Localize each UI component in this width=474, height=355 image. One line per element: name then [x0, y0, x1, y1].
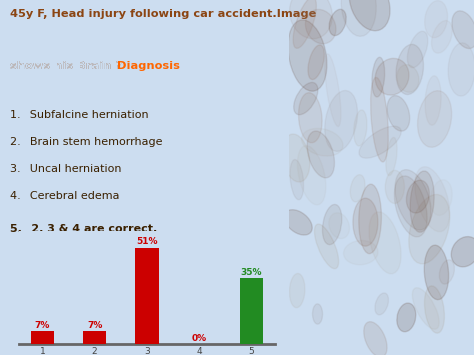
Ellipse shape: [395, 170, 431, 230]
Ellipse shape: [406, 180, 429, 213]
Text: 4.  Cerebral edema: 4. Cerebral edema: [10, 191, 120, 201]
Ellipse shape: [425, 1, 447, 38]
Ellipse shape: [387, 95, 410, 131]
Ellipse shape: [341, 0, 376, 36]
Ellipse shape: [307, 131, 335, 178]
Ellipse shape: [415, 167, 450, 232]
Ellipse shape: [290, 273, 305, 308]
Ellipse shape: [397, 303, 416, 332]
Bar: [83, 331, 107, 344]
Ellipse shape: [359, 184, 382, 254]
Text: 5.  2, 3 & 4 are correct.: 5. 2, 3 & 4 are correct.: [10, 224, 158, 234]
Text: shows his Brain ?: shows his Brain ?: [10, 61, 126, 71]
Ellipse shape: [439, 260, 455, 284]
Ellipse shape: [344, 241, 378, 265]
Ellipse shape: [354, 110, 367, 146]
Ellipse shape: [294, 82, 318, 115]
Ellipse shape: [375, 58, 409, 95]
Ellipse shape: [359, 126, 401, 158]
Ellipse shape: [375, 293, 389, 315]
Ellipse shape: [425, 76, 441, 125]
Ellipse shape: [288, 20, 327, 91]
Bar: [135, 248, 159, 344]
Ellipse shape: [322, 204, 342, 245]
Ellipse shape: [451, 236, 474, 267]
Ellipse shape: [369, 212, 401, 274]
Ellipse shape: [394, 176, 427, 237]
Ellipse shape: [448, 43, 474, 96]
Ellipse shape: [424, 245, 448, 300]
Ellipse shape: [314, 224, 338, 269]
Ellipse shape: [386, 137, 397, 175]
Text: 1.  Subfalcine herniation: 1. Subfalcine herniation: [10, 110, 149, 120]
Text: Diagnosis: Diagnosis: [117, 61, 180, 71]
Text: shows his Brain ?: shows his Brain ?: [10, 61, 126, 71]
Bar: [31, 331, 54, 344]
Text: 7%: 7%: [87, 321, 102, 329]
Ellipse shape: [290, 0, 332, 39]
Ellipse shape: [329, 9, 346, 36]
Ellipse shape: [284, 210, 312, 235]
Text: 7%: 7%: [35, 321, 50, 329]
Ellipse shape: [396, 44, 423, 94]
Ellipse shape: [452, 11, 474, 49]
Ellipse shape: [364, 322, 387, 355]
Ellipse shape: [430, 180, 452, 215]
Text: 2.  Brain stem hemorrhage: 2. Brain stem hemorrhage: [10, 137, 163, 147]
Ellipse shape: [350, 175, 365, 202]
Ellipse shape: [385, 170, 404, 203]
Ellipse shape: [372, 57, 385, 97]
Ellipse shape: [349, 0, 390, 31]
Text: 45y F, Head injury following car accident.Image: 45y F, Head injury following car acciden…: [10, 9, 317, 19]
Ellipse shape: [407, 31, 428, 68]
Ellipse shape: [397, 65, 419, 92]
Ellipse shape: [329, 213, 349, 239]
Ellipse shape: [418, 91, 452, 147]
Ellipse shape: [293, 0, 316, 48]
Ellipse shape: [298, 146, 326, 205]
Ellipse shape: [299, 93, 322, 143]
Ellipse shape: [325, 54, 341, 126]
Ellipse shape: [425, 286, 445, 333]
Ellipse shape: [412, 288, 439, 329]
Text: 0%: 0%: [191, 334, 207, 343]
Text: 51%: 51%: [136, 237, 158, 246]
Ellipse shape: [371, 77, 388, 162]
Ellipse shape: [431, 21, 452, 53]
Ellipse shape: [301, 129, 343, 156]
Bar: [240, 278, 263, 344]
Ellipse shape: [410, 171, 434, 232]
Ellipse shape: [409, 195, 450, 264]
Ellipse shape: [305, 10, 336, 44]
Ellipse shape: [308, 45, 324, 80]
Ellipse shape: [325, 91, 357, 151]
Text: 35%: 35%: [241, 268, 262, 277]
Ellipse shape: [290, 159, 304, 200]
Ellipse shape: [312, 304, 323, 324]
Text: 3.  Uncal herniation: 3. Uncal herniation: [10, 164, 122, 174]
Ellipse shape: [283, 134, 310, 182]
Ellipse shape: [353, 198, 378, 246]
